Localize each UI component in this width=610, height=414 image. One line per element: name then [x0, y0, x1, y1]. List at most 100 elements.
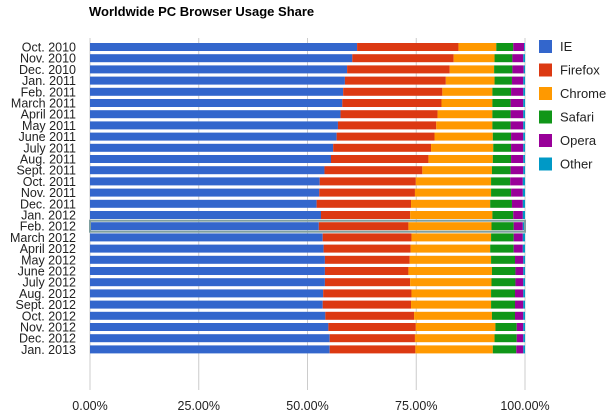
bar-segment-chrome [434, 132, 493, 141]
legend-item[interactable]: Chrome [539, 86, 606, 101]
bar-segment-other [523, 166, 525, 175]
bar-segment-opera [510, 121, 524, 130]
bar-segment-other [523, 99, 525, 107]
bar-segment-firefox [319, 188, 415, 197]
bar-segment-other [523, 300, 525, 309]
legend-item[interactable]: Firefox [539, 63, 600, 78]
bar-segment-ie [90, 267, 325, 275]
bar-row [90, 177, 525, 186]
y-tick-label: Oct. 2012 [22, 309, 76, 323]
y-tick-label: Sept. 2011 [16, 164, 76, 178]
x-tick-label: 50.00% [286, 399, 328, 413]
bar-segment-chrome [411, 199, 491, 208]
y-tick-label: Nov. 2010 [20, 52, 76, 66]
bar-row [90, 323, 525, 331]
y-tick-label: Nov. 2011 [21, 186, 76, 200]
bar-segment-safari [491, 311, 515, 320]
legend-item[interactable]: IE [539, 39, 573, 54]
bar-row [90, 110, 525, 119]
bar-segment-ie [90, 345, 330, 354]
bar-segment-chrome [415, 345, 493, 354]
bar-segment-chrome [458, 43, 497, 51]
bar-row [90, 43, 525, 51]
bar-segment-other [523, 255, 525, 264]
legend-label: Opera [560, 133, 597, 148]
bar-segment-safari [492, 211, 514, 219]
bar-segment-opera [513, 233, 523, 242]
bar-segment-other [523, 54, 525, 63]
bar-row [90, 267, 525, 275]
bar-row [90, 99, 525, 107]
legend-item[interactable]: Safari [539, 110, 594, 125]
legend-label: Safari [560, 110, 594, 125]
bar-segment-firefox [340, 110, 438, 119]
bar-segment-chrome [415, 177, 492, 186]
y-tick-label: June 2012 [18, 265, 76, 279]
bar-segment-opera [511, 143, 524, 152]
bar-segment-ie [90, 132, 337, 141]
bar-segment-firefox [328, 323, 416, 331]
bar-segment-safari [492, 155, 512, 163]
y-tick-label: Oct. 2011 [23, 175, 76, 189]
bar-segment-safari [491, 289, 515, 298]
legend-item[interactable]: Other [539, 157, 593, 172]
y-tick-label: Feb. 2011 [21, 85, 76, 99]
bar-segment-other [522, 177, 525, 186]
legend-swatch [539, 134, 552, 147]
bar-row [90, 211, 525, 219]
bar-row [90, 166, 525, 175]
bar-segment-firefox [319, 177, 416, 186]
bar-segment-chrome [436, 121, 493, 130]
bar-row [90, 334, 525, 343]
bar-segment-ie [90, 121, 338, 130]
bar-segment-firefox [343, 87, 443, 96]
y-tick-label: Sept. 2012 [16, 298, 77, 312]
chart-title: Worldwide PC Browser Usage Share [89, 4, 314, 19]
legend-item[interactable]: Opera [539, 133, 597, 148]
bar-segment-ie [90, 244, 324, 253]
bar-segment-ie [90, 76, 345, 85]
bar-segment-ie [90, 43, 358, 51]
bar-segment-other [522, 199, 525, 208]
bar-segment-ie [90, 278, 325, 287]
bar-segment-firefox [323, 289, 412, 298]
bar-segment-firefox [320, 211, 411, 219]
bar-segment-safari [491, 267, 516, 275]
bar-row [90, 345, 525, 354]
bar-segment-chrome [415, 323, 496, 331]
bar-segment-other [522, 244, 525, 253]
bar-segment-other [523, 345, 525, 354]
bar-segment-firefox [347, 65, 450, 74]
bar-segment-ie [90, 188, 320, 197]
y-tick-label: Dec. 2012 [19, 332, 76, 346]
bar-row [90, 65, 525, 74]
bar-segment-firefox [337, 121, 437, 130]
bar-segment-safari [496, 43, 514, 51]
bar-segment-safari [491, 166, 511, 175]
y-tick-label: May 2011 [22, 119, 76, 133]
bar-segment-opera [511, 87, 524, 96]
bar-segment-safari [495, 323, 517, 331]
bar-segment-safari [491, 300, 515, 309]
bar-segment-chrome [408, 222, 492, 231]
bar-segment-safari [491, 222, 514, 231]
bar-segment-ie [90, 155, 331, 163]
bar-segment-other [523, 65, 525, 74]
bar-segment-firefox [342, 99, 442, 107]
bar-segment-safari [491, 233, 514, 242]
y-tick-label: Dec. 2010 [19, 63, 76, 77]
bar-segment-other [523, 155, 525, 163]
legend: IE Firefox Chrome Safari Opera Other [539, 39, 606, 172]
bar-segment-ie [90, 54, 353, 63]
bar-row [90, 87, 525, 96]
x-axis-labels: 0.00% 25.00% 50.00% 75.00% 100.00% [72, 399, 549, 413]
bar-segment-firefox [329, 334, 415, 343]
legend-swatch [539, 157, 552, 171]
bar-segment-chrome [408, 267, 492, 275]
bar-segment-opera [513, 211, 523, 219]
bar-segment-safari [490, 244, 514, 253]
bar-segment-safari [493, 143, 512, 152]
y-tick-label: Nov. 2012 [20, 321, 76, 335]
bar-row [90, 244, 525, 253]
x-tick-label: 0.00% [72, 399, 107, 413]
